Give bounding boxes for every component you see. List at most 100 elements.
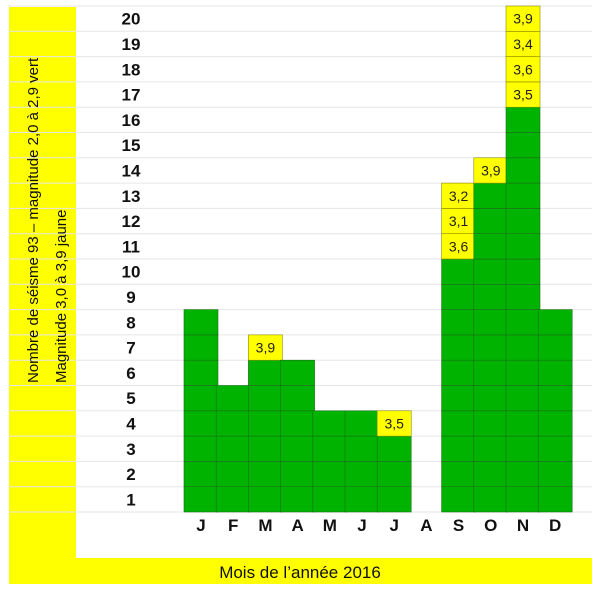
bar-green-cell (537, 435, 573, 462)
bar-green-cell (537, 461, 573, 487)
bar-green-cell (473, 385, 509, 412)
bars (183, 5, 573, 513)
bar-green-cell (441, 410, 476, 437)
bar-green-cell (505, 334, 541, 361)
x-tick-label: J (389, 516, 398, 535)
bar-green-cell (280, 486, 315, 513)
bar-green-cell (505, 385, 541, 412)
bar-green-cell (441, 435, 476, 462)
bar-green-cell (505, 258, 541, 285)
bar-green-cell (473, 233, 509, 260)
bar-green-cell (376, 461, 412, 487)
bar-green-cell (183, 309, 219, 336)
bar-green-cell (248, 359, 283, 386)
y-tick-label: 2 (126, 465, 135, 484)
magnitude-label: 3,9 (256, 340, 276, 356)
bar-green-cell (441, 486, 476, 513)
bar-green-cell (473, 208, 509, 234)
magnitude-label: 3,9 (513, 11, 533, 27)
bar-green-cell (344, 435, 380, 462)
bar-green-cell (215, 385, 251, 412)
magnitude-label: 3,9 (481, 162, 501, 178)
bar-green-cell (537, 385, 573, 412)
bar-green-cell (441, 258, 476, 285)
bar-green-cell (183, 359, 219, 386)
y-tick-label: 8 (126, 313, 135, 332)
bar-green-cell (473, 435, 509, 462)
y-tick-label: 14 (122, 161, 141, 180)
frame-bottom-band (9, 558, 592, 584)
magnitude-label: 3,5 (513, 87, 533, 103)
bar-green-cell (473, 359, 509, 386)
bar-green-cell (473, 309, 509, 336)
bar-green-cell (312, 435, 348, 462)
frame-left-band (9, 7, 76, 558)
bar-green-cell (473, 410, 509, 437)
bar-green-cell (376, 435, 412, 462)
bar-green-cell (344, 410, 380, 437)
y-tick-label: 7 (126, 339, 135, 358)
bar-green-cell (183, 385, 219, 412)
bar-green-cell (537, 486, 573, 513)
bar-green-cell (441, 461, 476, 487)
bar-green-cell (280, 461, 315, 487)
y-tick-label: 16 (122, 111, 141, 130)
x-tick-label: S (453, 516, 464, 535)
bar-green-cell (537, 359, 573, 386)
bar-green-cell (537, 309, 573, 336)
y-tick-label: 4 (126, 414, 136, 433)
bar-green-cell (473, 486, 509, 513)
x-tick-label: A (291, 516, 303, 535)
magnitude-label: 3,2 (449, 188, 469, 204)
bar-green-cell (505, 410, 541, 437)
bar-green-cell (248, 486, 283, 513)
bar-green-cell (248, 461, 283, 487)
magnitude-label: 3,6 (449, 238, 469, 254)
y-tick-label: 3 (126, 440, 135, 459)
bar-yellow-cell (248, 334, 283, 361)
bar-green-cell (473, 182, 509, 209)
x-tick-label: J (196, 516, 205, 535)
bar-green-cell (248, 435, 283, 462)
bar-green-cell (248, 385, 283, 412)
bar-yellow-cell (441, 233, 476, 260)
bar-green-cell (473, 334, 509, 361)
bar-green-cell (280, 410, 315, 437)
y-tick-label: 12 (122, 212, 141, 231)
bar-green-cell (215, 410, 251, 437)
bar-green-cell (505, 208, 541, 234)
bar-green-cell (312, 410, 348, 437)
bar-green-cell (505, 132, 541, 159)
bar-green-cell (505, 283, 541, 310)
bar-green-cell (215, 435, 251, 462)
y-tick-label: 17 (122, 86, 141, 105)
bar-green-cell (505, 486, 541, 513)
x-tick-label: A (420, 516, 432, 535)
bar-green-cell (505, 359, 541, 386)
x-axis-label: Mois de l’année 2016 (219, 563, 381, 582)
bar-green-cell (537, 334, 573, 361)
y-tick-label: 18 (122, 60, 141, 79)
bar-yellow-cell (473, 157, 509, 184)
bar-green-cell (312, 486, 348, 513)
magnitude-label: 3,6 (513, 61, 533, 77)
y-tick-label: 19 (122, 35, 141, 54)
bar-green-cell (280, 435, 315, 462)
bar-green-cell (505, 309, 541, 336)
bar-green-cell (344, 461, 380, 487)
x-tick-label: M (323, 516, 337, 535)
y-tick-label: 20 (122, 10, 141, 29)
bar-green-cell (183, 486, 219, 513)
bar-green-cell (441, 385, 476, 412)
bar-yellow-cell (376, 410, 412, 437)
bar-green-cell (376, 486, 412, 513)
bar-green-cell (344, 486, 380, 513)
bar-green-cell (505, 435, 541, 462)
bar-green-cell (473, 283, 509, 310)
x-tick-label: F (228, 516, 238, 535)
y-tick-label: 15 (122, 136, 141, 155)
x-tick-label: O (484, 516, 497, 535)
bar-yellow-cell (505, 5, 541, 32)
